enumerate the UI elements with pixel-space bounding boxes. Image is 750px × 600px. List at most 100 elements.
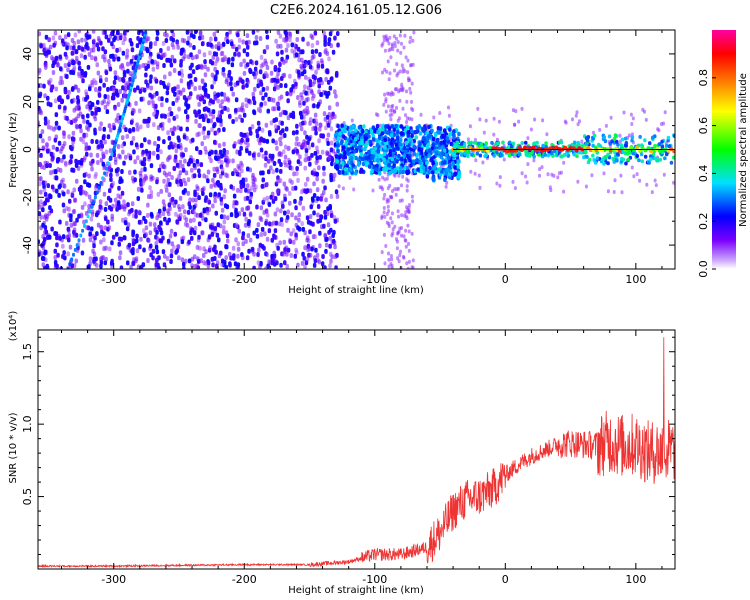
heatmap-cell-3867	[447, 163, 452, 169]
heatmap-cell-811	[318, 52, 322, 57]
heatmap-cell-3917	[410, 133, 414, 138]
heatmap-cell-4354	[479, 142, 484, 147]
heatmap-cell-4288	[544, 141, 548, 146]
heatmap-cell-1173	[166, 46, 171, 51]
heatmap-cell-4176	[651, 152, 656, 157]
heatmap-cell-1946	[297, 217, 301, 223]
heatmap-cell-551	[276, 43, 280, 49]
heatmap-cell-2449	[296, 95, 300, 100]
heatmap-cell-1723	[211, 109, 216, 115]
heatmap-cell-1461	[296, 177, 300, 183]
heatmap-cell-409	[81, 78, 85, 84]
heatmap-cell-1808	[272, 195, 276, 201]
heatmap-cell-2212	[275, 51, 280, 57]
heatmap-cell-4362	[484, 141, 488, 146]
heatmap-cell-2498	[264, 266, 268, 269]
heatmap-cell-3906	[375, 163, 379, 169]
heatmap-cell-2978	[526, 136, 530, 141]
heatmap-cell-272	[88, 237, 93, 243]
heatmap-cell-1361	[38, 211, 42, 217]
heatmap-cell-250	[148, 78, 153, 84]
heatmap-cell-1920	[102, 191, 107, 197]
heatmap-cell-1017	[282, 72, 287, 78]
heatmap-cell-2863	[432, 115, 436, 120]
heatmap-cell-2411	[317, 165, 321, 171]
heatmap-cell-1647	[111, 86, 116, 92]
heatmap-cell-1162	[116, 92, 120, 98]
heatmap-cell-2782	[407, 229, 411, 234]
heatmap-cell-1978	[54, 55, 59, 61]
heatmap-cell-2101	[128, 155, 133, 161]
heatmap-cell-2447	[95, 212, 99, 218]
heatmap-cell-2884	[620, 190, 624, 195]
heatmap-cell-2430	[159, 238, 164, 244]
heatmap-cell-2299	[74, 163, 79, 168]
heatmap-cell-1451	[81, 114, 85, 120]
heatmap-cell-3044	[529, 127, 533, 132]
heatmap-cell-1831	[208, 111, 213, 117]
heatmap-cell-1566	[186, 190, 190, 196]
heatmap-cell-1471	[324, 197, 328, 203]
heatmap-cell-4096	[524, 140, 528, 145]
heatmap-cell-850	[167, 217, 171, 223]
heatmap-cell-342	[182, 266, 186, 269]
heatmap-cell-4313	[664, 143, 669, 148]
heatmap-cell-2125	[279, 262, 283, 268]
heatmap-cell-2144	[138, 39, 142, 45]
heatmap-cell-4232	[560, 154, 564, 159]
heatmap-cell-1907	[275, 207, 280, 213]
heatmap-cell-1839	[190, 81, 194, 87]
heatmap-cell-2463	[39, 83, 43, 88]
heatmap-cell-1357	[120, 97, 124, 103]
heatmap-cell-434	[320, 149, 325, 155]
heatmap-cell-1644	[149, 243, 153, 249]
heatmap-cell-369	[135, 233, 139, 239]
heatmap-cell-2151	[330, 76, 334, 82]
heatmap-cell-4223	[501, 140, 505, 145]
heatmap-cell-2331	[80, 70, 84, 76]
heatmap-cell-2940	[520, 171, 524, 176]
heatmap-cell-1701	[165, 32, 169, 38]
heatmap-cell-1325	[93, 261, 97, 266]
heatmap-cell-4419	[563, 145, 568, 150]
heatmap-cell-1861	[51, 35, 56, 41]
heatmap-cell-1785	[71, 209, 76, 215]
heatmap-cell-3583	[427, 169, 432, 175]
heatmap-cell-2431	[108, 123, 112, 129]
heatmap-cell-4299	[530, 150, 534, 155]
heatmap-cell-2533	[184, 147, 188, 153]
heatmap-cell-2031	[171, 32, 176, 38]
heatmap-cell-2555	[96, 46, 101, 52]
heatmap-cell-3034	[660, 122, 663, 126]
heatmap-cell-944	[81, 189, 85, 195]
heatmap-cell-2259	[181, 189, 186, 195]
heatmap-cell-2581	[89, 47, 94, 53]
heatmap-cell-278	[324, 76, 328, 82]
heatmap-cell-1528	[67, 233, 71, 238]
heatmap-cell-2448	[174, 148, 179, 154]
heatmap-cell-792	[178, 178, 183, 184]
heatmap-cell-2910	[654, 183, 658, 188]
heatmap-cell-491	[165, 97, 169, 103]
heatmap-cell-549	[232, 253, 236, 259]
heatmap-cell-3636	[408, 136, 413, 142]
heatmap-cell-680	[164, 38, 169, 43]
heatmap-cell-1752	[149, 252, 153, 258]
heatmap-cell-561	[172, 68, 177, 73]
heatmap-cell-1968	[308, 252, 313, 258]
heatmap-cell-1870	[253, 66, 258, 72]
heatmap-cell-997	[315, 252, 320, 258]
heatmap-cell-2165	[297, 226, 302, 232]
heatmap-cell-732	[83, 54, 87, 60]
heatmap-cell-1191	[171, 37, 175, 43]
heatmap-cell-692	[60, 158, 64, 163]
heatmap-cell-2947	[482, 130, 486, 135]
heatmap-cell-16	[122, 199, 126, 205]
heatmap-cell-4086	[510, 152, 514, 157]
heatmap-cell-905	[299, 126, 304, 132]
heatmap-cell-1094	[138, 244, 142, 250]
heatmap-cell-280	[314, 247, 318, 253]
heatmap-cell-1384	[147, 100, 151, 106]
heatmap-cell-1623	[260, 244, 265, 249]
heatmap-cell-1694	[171, 131, 175, 136]
